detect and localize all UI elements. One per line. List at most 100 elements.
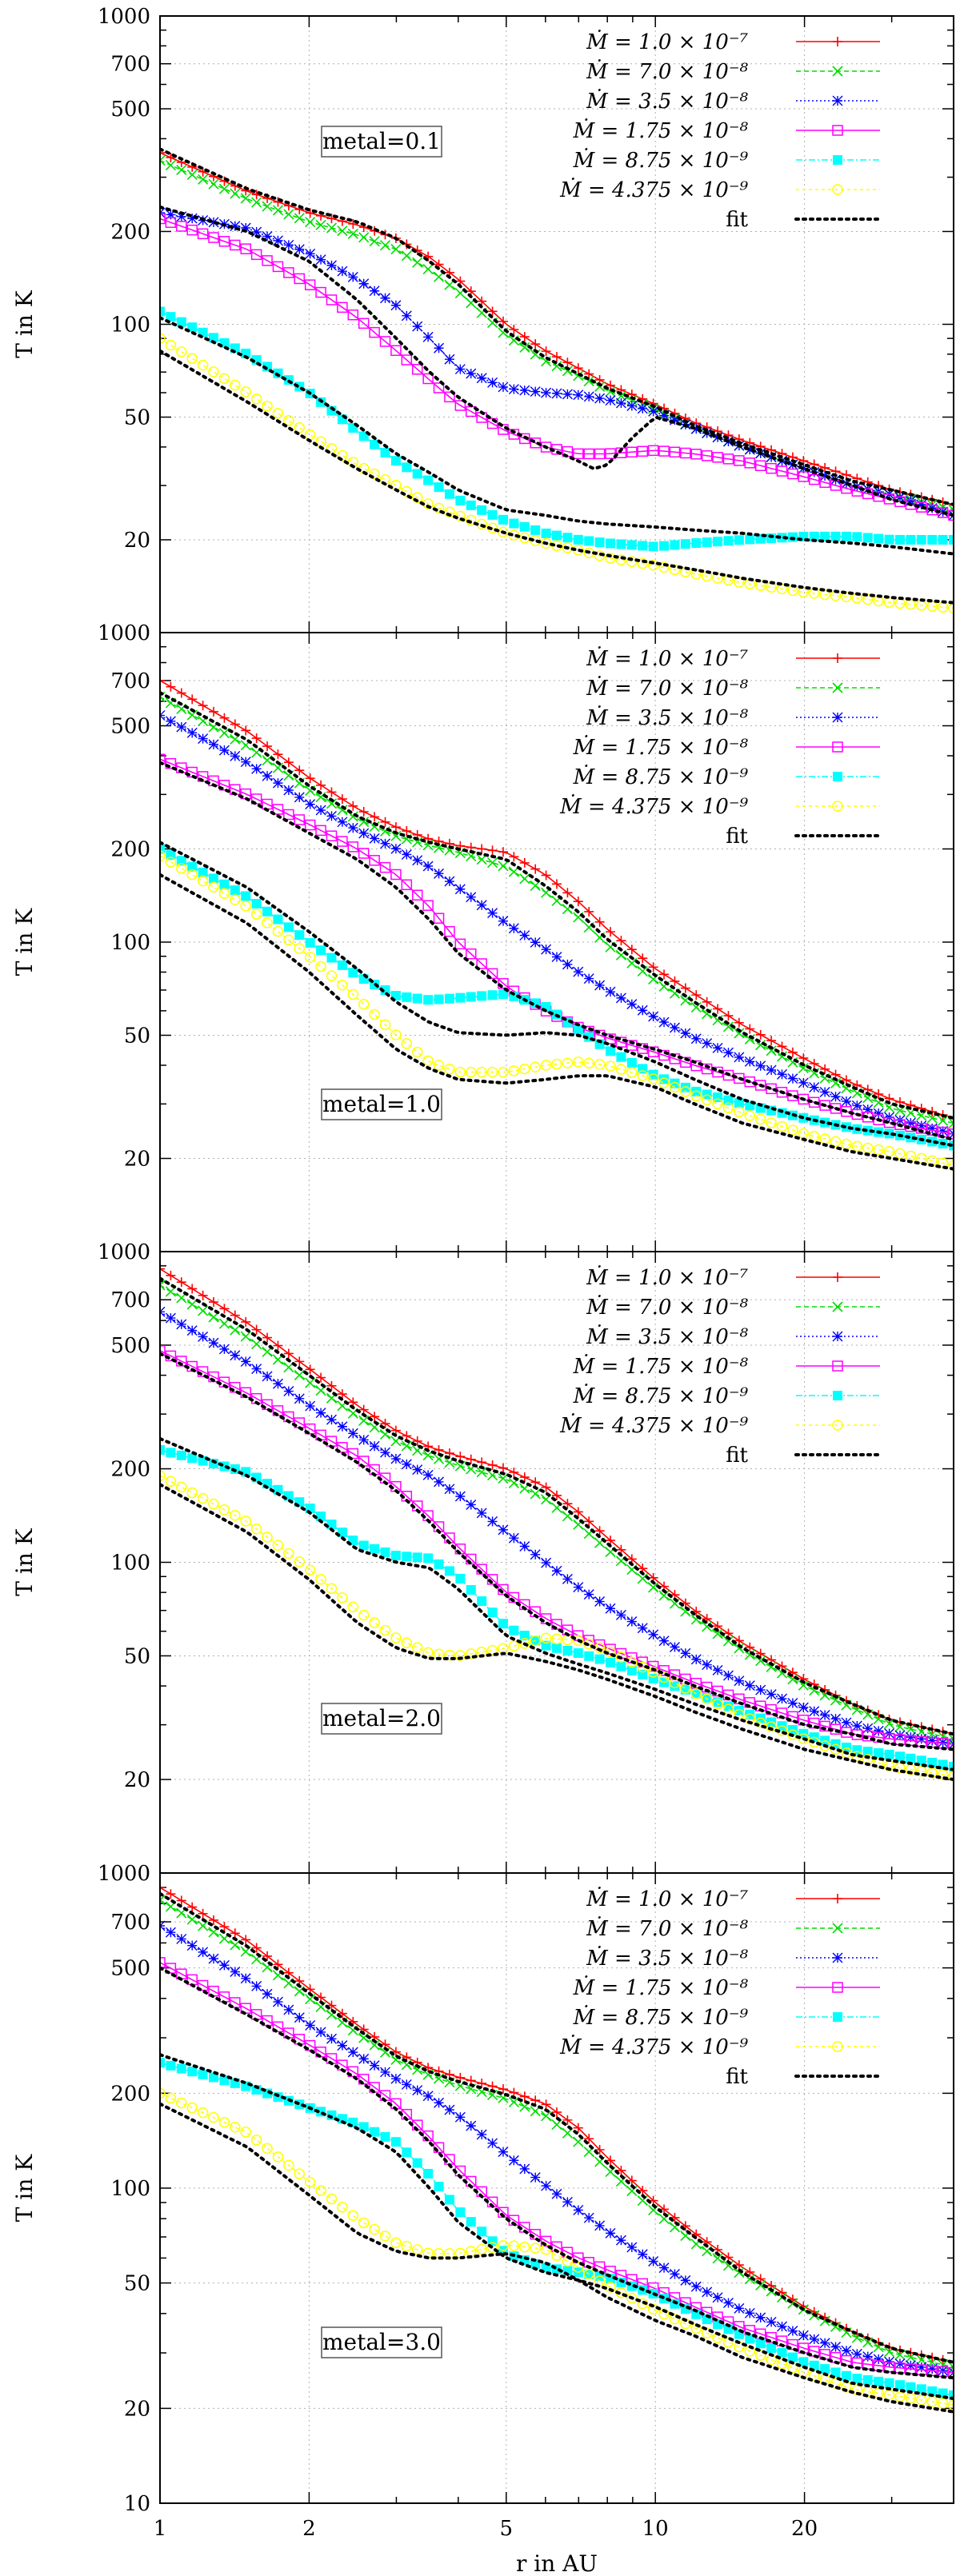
marker-star <box>294 1393 305 1404</box>
marker-star <box>873 1108 884 1119</box>
marker-plus <box>160 1264 165 1274</box>
marker-square <box>454 400 466 411</box>
marker-filled-square <box>455 2207 466 2218</box>
marker-filled-square <box>477 2227 487 2237</box>
marker-circle <box>208 2111 219 2123</box>
marker-circle <box>466 1648 477 1659</box>
marker-x <box>326 798 338 809</box>
marker-square <box>160 213 166 225</box>
marker-circle <box>669 1081 681 1093</box>
panel-frame <box>159 1872 954 2504</box>
legend-label: Ṁ = 1.75 × 10⁻⁸ <box>573 118 749 143</box>
marker-circle <box>466 1066 477 1078</box>
marker-star <box>466 892 477 903</box>
marker-square <box>379 861 391 873</box>
marker-star <box>819 1710 830 1721</box>
marker-star <box>337 266 348 277</box>
marker-filled-square <box>390 456 401 466</box>
marker-x <box>176 164 187 176</box>
marker-star <box>637 1623 648 1634</box>
fit-line <box>160 349 954 605</box>
marker-star <box>380 2067 391 2078</box>
marker-filled-square <box>852 532 862 542</box>
legend-label: Ṁ = 3.5 × 10⁻⁸ <box>586 1946 748 1971</box>
marker-circle <box>894 1148 906 1160</box>
marker-filled-square <box>713 537 723 547</box>
legend-label: Ṁ = 3.5 × 10⁻⁸ <box>586 1324 748 1349</box>
marker-x <box>948 1733 954 1744</box>
marker-circle <box>390 2237 402 2248</box>
metal-label: metal=2.0 <box>322 1705 441 1731</box>
marker-star <box>841 1717 852 1728</box>
marker-star <box>916 1120 927 1132</box>
panel-frame <box>159 632 954 1252</box>
fit-line <box>160 2053 954 2400</box>
marker-plus <box>466 1454 476 1464</box>
marker-star <box>519 1541 530 1552</box>
marker-filled-square <box>841 2370 851 2381</box>
marker-plus <box>594 2145 605 2155</box>
marker-star <box>487 908 498 919</box>
y-tick-label: 700 <box>110 53 150 77</box>
marker-plus <box>498 1463 508 1473</box>
marker-square <box>401 354 413 365</box>
marker-square <box>776 1086 788 1098</box>
series-x <box>160 155 954 516</box>
marker-x <box>315 792 326 803</box>
series-line <box>160 159 954 511</box>
marker-filled-square <box>466 1585 476 1596</box>
marker-plus <box>477 2079 487 2089</box>
marker-x <box>541 2111 552 2122</box>
marker-star <box>744 1056 755 1067</box>
marker-filled-square <box>187 1453 198 1464</box>
marker-square <box>358 2074 370 2085</box>
marker-square <box>540 2235 552 2247</box>
marker-plus <box>273 749 283 760</box>
marker-circle <box>626 2292 638 2304</box>
marker-plus <box>316 1372 326 1383</box>
marker-x <box>722 1635 734 1647</box>
marker-filled-square <box>906 1132 916 1143</box>
marker-plus <box>573 1507 583 1517</box>
marker-circle <box>832 184 843 195</box>
marker-plus <box>251 733 262 744</box>
marker-x <box>498 1473 509 1484</box>
marker-star <box>541 1557 552 1568</box>
marker-circle <box>573 1635 584 1647</box>
marker-filled-square <box>326 1520 337 1530</box>
marker-filled-square <box>434 482 444 493</box>
marker-x <box>530 1488 541 1500</box>
marker-star <box>326 2033 337 2044</box>
marker-x <box>208 178 219 190</box>
marker-plus <box>326 1380 337 1391</box>
series-filled-square <box>160 306 954 552</box>
marker-star <box>798 463 809 474</box>
marker-plus <box>487 1460 498 1470</box>
marker-star <box>562 959 573 970</box>
legend-label: fit <box>726 1444 748 1468</box>
marker-square <box>476 958 487 969</box>
marker-star <box>583 1589 594 1600</box>
marker-star <box>487 377 498 388</box>
marker-circle <box>176 1481 187 1493</box>
marker-star <box>541 2180 552 2191</box>
marker-square <box>819 477 830 489</box>
marker-x <box>230 1324 241 1336</box>
marker-plus <box>487 845 498 856</box>
marker-filled-square <box>916 1755 926 1766</box>
marker-square <box>411 364 423 375</box>
marker-square <box>401 879 413 891</box>
marker-square <box>240 243 251 254</box>
marker-circle <box>411 1642 423 1653</box>
marker-x <box>637 1573 648 1584</box>
marker-star <box>498 916 509 927</box>
y-tick-label: 50 <box>124 1024 150 1048</box>
marker-x <box>766 1045 777 1056</box>
marker-circle <box>937 2398 949 2409</box>
marker-filled-square <box>691 2309 702 2319</box>
marker-x <box>369 236 380 247</box>
marker-square <box>390 345 402 357</box>
marker-x <box>734 1643 745 1654</box>
marker-star <box>186 1325 198 1336</box>
marker-circle <box>197 2107 209 2119</box>
